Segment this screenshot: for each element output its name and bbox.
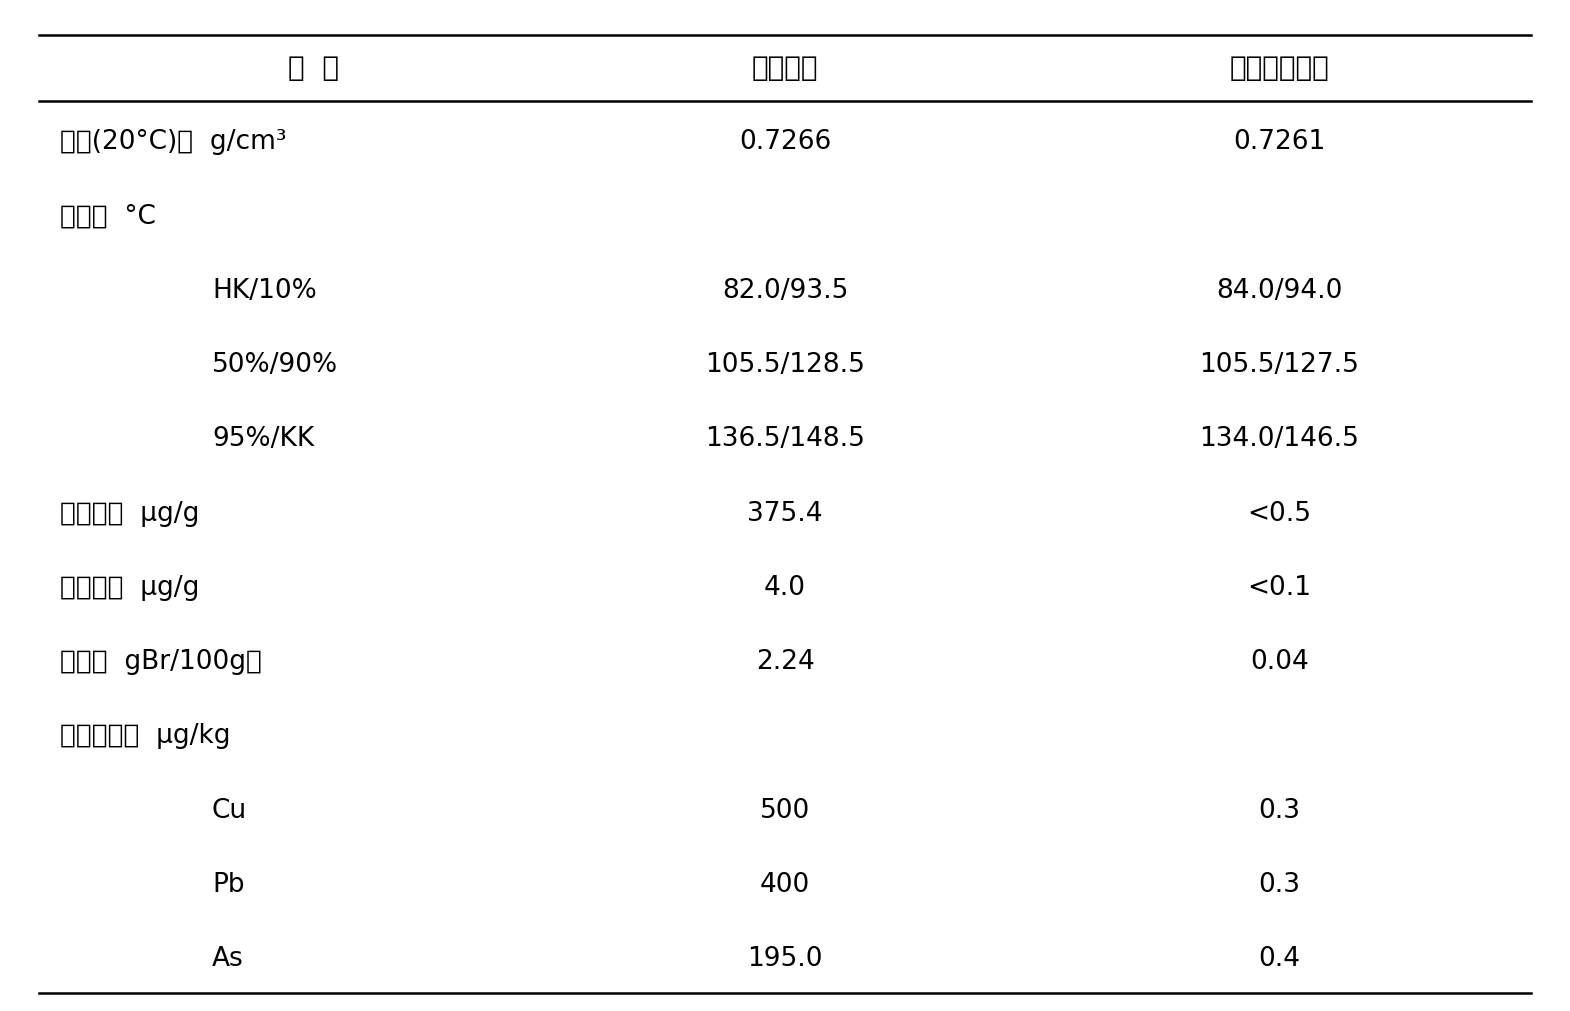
Text: 95%/KK: 95%/KK	[212, 427, 314, 452]
Text: 0.7261: 0.7261	[1234, 129, 1325, 155]
Text: 500: 500	[760, 798, 810, 824]
Text: 0.3: 0.3	[1259, 872, 1300, 898]
Text: 项  目: 项 目	[289, 55, 339, 82]
Text: As: As	[212, 946, 243, 973]
Text: Cu: Cu	[212, 798, 246, 824]
Text: 375.4: 375.4	[747, 500, 823, 527]
Text: 密度(20°C)，  g/cm³: 密度(20°C)， g/cm³	[60, 129, 286, 155]
Text: 0.3: 0.3	[1259, 798, 1300, 824]
Text: 105.5/128.5: 105.5/128.5	[705, 352, 865, 378]
Text: 金属含量，  μg/kg: 金属含量， μg/kg	[60, 724, 231, 749]
Text: 2.24: 2.24	[755, 649, 815, 675]
Text: <0.5: <0.5	[1248, 500, 1311, 527]
Text: 重整原料: 重整原料	[752, 55, 818, 82]
Text: HK/10%: HK/10%	[212, 278, 317, 303]
Text: 105.5/127.5: 105.5/127.5	[1199, 352, 1360, 378]
Text: 400: 400	[760, 872, 810, 898]
Text: Pb: Pb	[212, 872, 245, 898]
Text: 50%/90%: 50%/90%	[212, 352, 338, 378]
Text: 0.04: 0.04	[1250, 649, 1309, 675]
Text: 136.5/148.5: 136.5/148.5	[705, 427, 865, 452]
Text: 预加氢生成油: 预加氢生成油	[1229, 55, 1330, 82]
Text: 溴价，  gBr/100g油: 溴价， gBr/100g油	[60, 649, 262, 675]
Text: 134.0/146.5: 134.0/146.5	[1199, 427, 1360, 452]
Text: 硫含量，  μg/g: 硫含量， μg/g	[60, 500, 199, 527]
Text: <0.1: <0.1	[1248, 575, 1311, 601]
Text: 195.0: 195.0	[747, 946, 823, 973]
Text: 84.0/94.0: 84.0/94.0	[1217, 278, 1342, 303]
Text: 馏程，  °C: 馏程， °C	[60, 203, 155, 229]
Text: 氮含量，  μg/g: 氮含量， μg/g	[60, 575, 199, 601]
Text: 0.4: 0.4	[1259, 946, 1300, 973]
Text: 0.7266: 0.7266	[739, 129, 831, 155]
Text: 4.0: 4.0	[765, 575, 805, 601]
Text: 82.0/93.5: 82.0/93.5	[722, 278, 848, 303]
